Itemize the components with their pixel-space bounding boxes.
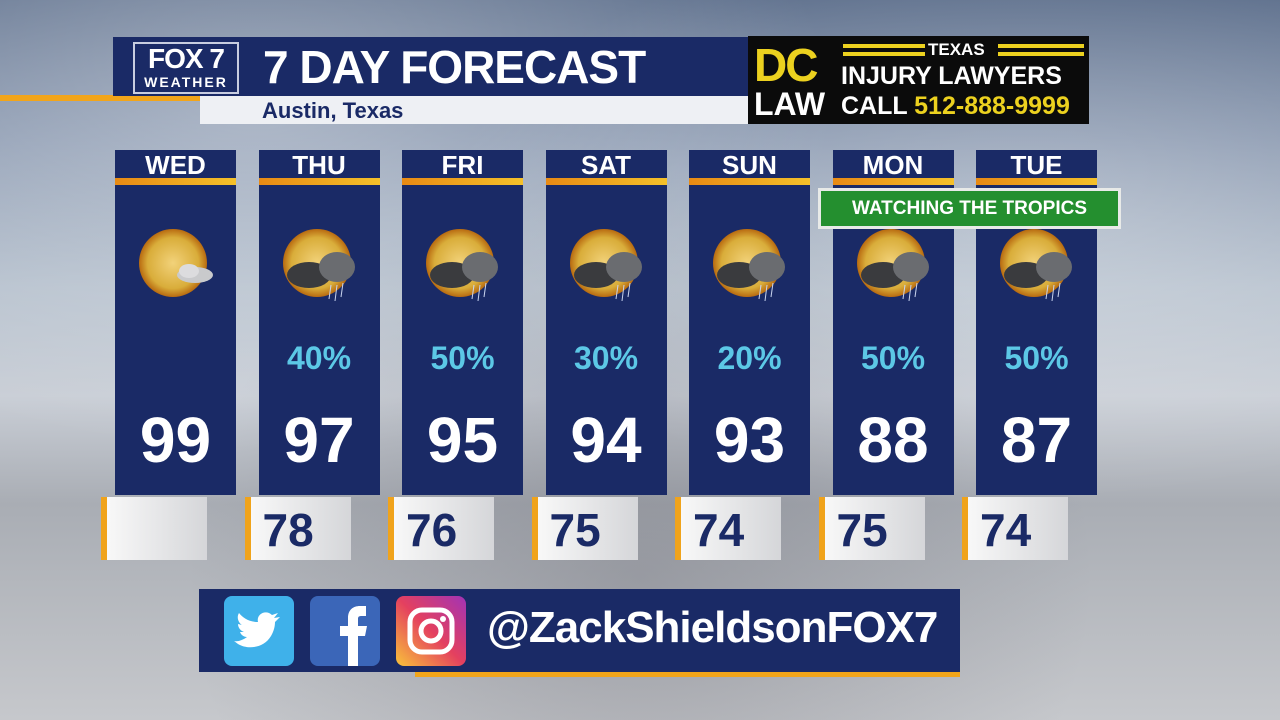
low-temp: 74 — [980, 504, 1032, 556]
day-panel: 50% 87 — [976, 185, 1097, 495]
low-temp-box: 78 — [244, 497, 351, 560]
accent-band — [689, 178, 810, 185]
accent-band — [832, 178, 954, 185]
day-label: TUE — [976, 150, 1097, 180]
ad-call: CALL 512-888-9999 — [841, 92, 1070, 121]
day-column: SAT 30% 94 — [545, 150, 667, 495]
high-temp: 95 — [426, 404, 499, 476]
ad-state: TEXAS — [928, 40, 985, 59]
accent-stripe — [415, 672, 960, 677]
day-panel: 50% 95 — [402, 185, 523, 495]
precip-chance: 50% — [860, 340, 926, 376]
location-bar: Austin, Texas — [200, 96, 748, 124]
location: Austin, Texas — [262, 98, 404, 123]
low-temp-box: 75 — [531, 497, 638, 560]
sun-thunderstorm-icon — [998, 227, 1078, 307]
low-temp-box: 74 — [675, 497, 781, 560]
ad-tagline: INJURY LAWYERS — [841, 62, 1062, 90]
high-temp: 88 — [857, 404, 929, 476]
sun-thunderstorm-icon — [855, 227, 935, 307]
ad-decor — [843, 44, 925, 56]
logo-subtext: WEATHER — [144, 74, 228, 90]
day-panel: 40% 97 — [258, 185, 380, 495]
fox7-weather-logo: FOX 7 WEATHER — [133, 42, 239, 94]
logo-text: FOX 7 — [148, 43, 225, 74]
day-label: SAT — [545, 150, 667, 180]
precip-chance: 50% — [430, 340, 495, 376]
low-temp-box — [101, 497, 207, 560]
accent-stripe — [0, 95, 200, 101]
sun-thunderstorm-icon — [281, 227, 361, 307]
sun-thunderstorm-icon — [568, 227, 648, 307]
high-temp: 93 — [713, 404, 786, 476]
day-panel: 30% 94 — [545, 185, 667, 495]
accent-band — [545, 178, 667, 185]
high-temp: 94 — [570, 404, 642, 476]
tropics-banner: WATCHING THE TROPICS — [818, 188, 1121, 229]
instagram-icon — [396, 596, 466, 666]
accent-band — [115, 178, 236, 185]
ad-call-label: CALL — [841, 92, 908, 120]
day-label: MON — [832, 150, 954, 180]
accent-band — [976, 178, 1097, 185]
accent-band — [258, 178, 380, 185]
day-panel: 50% 88 — [832, 185, 954, 495]
day-column: FRI 50% 95 — [402, 150, 523, 495]
sun-thunderstorm-icon — [424, 227, 504, 307]
high-temp: 87 — [1000, 404, 1073, 476]
day-label: SUN — [689, 150, 810, 180]
facebook-icon — [310, 596, 380, 666]
sun-thunderstorm-icon — [711, 227, 791, 307]
social-bar: @ZackShieldsonFOX7 — [199, 589, 960, 672]
day-label: FRI — [402, 150, 523, 180]
day-column: TUE 50% 87 — [976, 150, 1097, 495]
sponsor-ad: DC LAW TEXAS INJURY LAWYERS CALL 512-888… — [748, 36, 1089, 124]
low-temp: 76 — [406, 504, 458, 556]
page-title: 7 DAY FORECAST — [263, 41, 646, 93]
day-panel: 20% 93 — [689, 185, 810, 495]
low-temp-box: 75 — [818, 497, 925, 560]
high-temp: 97 — [283, 404, 355, 476]
low-temp: 74 — [693, 504, 745, 556]
day-panel: 99 — [115, 185, 236, 495]
day-column: MON 50% 88 — [832, 150, 954, 495]
high-temp: 99 — [139, 404, 212, 476]
mostly-sunny-icon — [137, 227, 217, 307]
precip-chance: 30% — [573, 340, 639, 376]
precip-chance: 50% — [1004, 340, 1069, 376]
accent-band — [402, 178, 523, 185]
low-temp: 78 — [262, 504, 314, 556]
day-column: WED 99 — [115, 150, 236, 495]
low-temp: 75 — [549, 504, 601, 556]
low-temp: 75 — [836, 504, 888, 556]
low-temp-box: 74 — [962, 497, 1068, 560]
ad-brand: DC — [754, 39, 818, 91]
header-bar: FOX 7 WEATHER 7 DAY FORECAST — [113, 37, 748, 96]
precip-chance: 40% — [286, 340, 352, 376]
twitter-icon — [224, 596, 294, 666]
ad-phone: 512-888-9999 — [914, 92, 1070, 120]
day-label: THU — [258, 150, 380, 180]
social-handle: @ZackShieldsonFOX7 — [487, 603, 938, 652]
day-column: THU 40% 97 — [258, 150, 380, 495]
ad-brand-sub: LAW — [754, 86, 826, 122]
low-temp-box: 76 — [388, 497, 494, 560]
ad-decor — [998, 44, 1084, 56]
day-column: SUN 20% 93 — [689, 150, 810, 495]
precip-chance: 20% — [717, 340, 782, 376]
day-label: WED — [115, 150, 236, 180]
